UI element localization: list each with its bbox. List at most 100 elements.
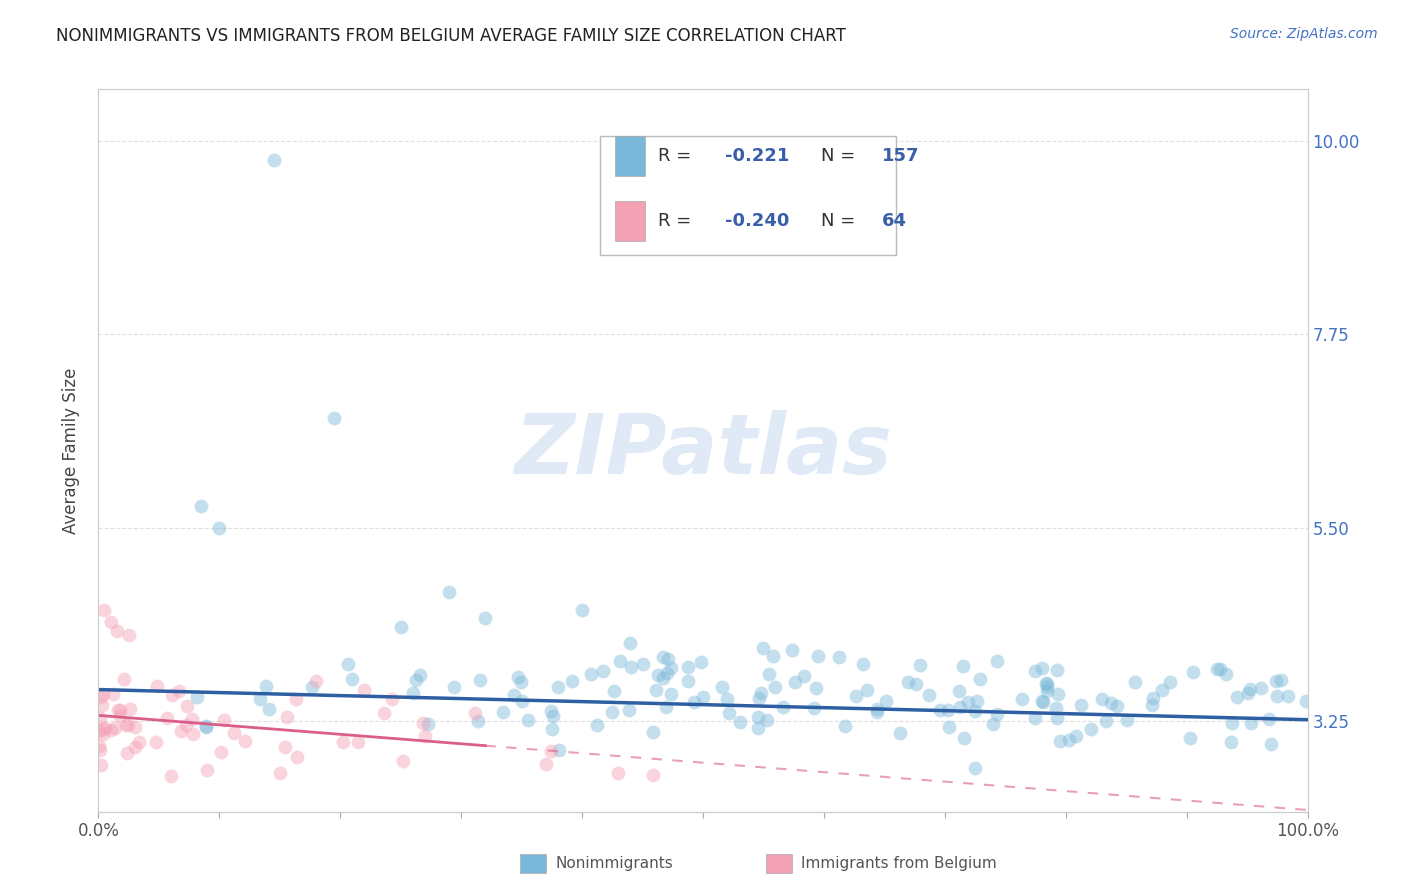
Immigrants from Belgium xyxy=(90,698,112,712)
Nonimmigrants xyxy=(683,695,706,709)
Nonimmigrants xyxy=(1099,696,1122,710)
Immigrants from Belgium xyxy=(128,735,150,749)
Nonimmigrants xyxy=(1142,691,1164,706)
Nonimmigrants xyxy=(643,724,665,739)
Nonimmigrants xyxy=(1047,687,1070,701)
Immigrants from Belgium xyxy=(89,743,111,757)
Nonimmigrants xyxy=(1250,681,1272,696)
Nonimmigrants xyxy=(986,654,1008,668)
Text: Immigrants from Belgium: Immigrants from Belgium xyxy=(801,856,997,871)
Nonimmigrants xyxy=(678,660,700,674)
Nonimmigrants xyxy=(1178,731,1201,746)
Immigrants from Belgium xyxy=(412,716,434,731)
Nonimmigrants xyxy=(194,719,217,733)
Immigrants from Belgium xyxy=(156,711,179,725)
Immigrants from Belgium xyxy=(170,724,193,739)
Nonimmigrants xyxy=(966,694,988,708)
Immigrants from Belgium xyxy=(101,687,124,701)
Text: 157: 157 xyxy=(882,147,920,165)
Nonimmigrants xyxy=(592,664,614,678)
Nonimmigrants xyxy=(711,680,734,694)
Nonimmigrants xyxy=(855,683,877,698)
Immigrants from Belgium xyxy=(276,710,298,724)
Nonimmigrants xyxy=(541,709,564,723)
Nonimmigrants xyxy=(620,659,643,673)
Nonimmigrants xyxy=(929,703,952,717)
Immigrants from Belgium xyxy=(124,739,146,754)
Nonimmigrants xyxy=(659,661,682,675)
Nonimmigrants xyxy=(467,714,489,728)
Nonimmigrants xyxy=(1205,662,1227,676)
Nonimmigrants xyxy=(402,686,425,700)
Y-axis label: Average Family Size: Average Family Size xyxy=(62,368,80,533)
Immigrants from Belgium xyxy=(115,746,138,760)
Immigrants from Belgium xyxy=(107,703,129,717)
Immigrants from Belgium xyxy=(413,729,436,743)
Nonimmigrants xyxy=(692,690,714,705)
Nonimmigrants xyxy=(474,611,496,625)
Nonimmigrants xyxy=(659,688,682,702)
Immigrants from Belgium xyxy=(145,734,167,748)
Nonimmigrants xyxy=(443,681,465,695)
Nonimmigrants xyxy=(337,657,360,672)
Immigrants from Belgium xyxy=(174,718,197,732)
FancyBboxPatch shape xyxy=(614,136,645,176)
Nonimmigrants xyxy=(1036,680,1059,694)
Nonimmigrants xyxy=(510,694,533,708)
Nonimmigrants xyxy=(908,658,931,673)
Nonimmigrants xyxy=(1152,683,1174,698)
Immigrants from Belgium xyxy=(346,735,368,749)
Nonimmigrants xyxy=(342,673,364,687)
Nonimmigrants xyxy=(875,693,897,707)
Nonimmigrants xyxy=(249,691,271,706)
Nonimmigrants xyxy=(936,703,959,717)
Immigrants from Belgium xyxy=(112,672,135,686)
Nonimmigrants xyxy=(571,602,593,616)
Nonimmigrants xyxy=(1049,733,1071,747)
Nonimmigrants xyxy=(772,699,794,714)
Immigrants from Belgium xyxy=(332,735,354,749)
Nonimmigrants xyxy=(655,665,678,680)
Nonimmigrants xyxy=(718,706,741,720)
Immigrants from Belgium xyxy=(195,764,218,778)
Nonimmigrants xyxy=(585,718,607,732)
Immigrants from Belgium xyxy=(103,721,125,735)
Nonimmigrants xyxy=(749,686,772,700)
Text: 64: 64 xyxy=(882,212,907,230)
Immigrants from Belgium xyxy=(93,722,115,736)
Text: N =: N = xyxy=(821,212,862,230)
Immigrants from Belgium xyxy=(464,706,486,721)
Text: Nonimmigrants: Nonimmigrants xyxy=(555,856,673,871)
Text: N =: N = xyxy=(821,147,862,165)
Nonimmigrants xyxy=(793,669,815,683)
Immigrants from Belgium xyxy=(285,750,308,764)
Nonimmigrants xyxy=(194,721,217,735)
Nonimmigrants xyxy=(755,713,778,727)
Nonimmigrants xyxy=(1265,689,1288,703)
Immigrants from Belgium xyxy=(285,692,308,706)
Nonimmigrants xyxy=(190,500,212,514)
Nonimmigrants xyxy=(834,718,856,732)
Nonimmigrants xyxy=(763,680,786,694)
Nonimmigrants xyxy=(492,705,515,719)
Nonimmigrants xyxy=(747,710,769,724)
Immigrants from Belgium xyxy=(89,711,111,725)
Nonimmigrants xyxy=(254,679,277,693)
Nonimmigrants xyxy=(1032,695,1054,709)
Immigrants from Belgium xyxy=(90,690,112,705)
Immigrants from Belgium xyxy=(607,766,630,780)
Nonimmigrants xyxy=(510,674,533,689)
Immigrants from Belgium xyxy=(269,766,291,780)
Nonimmigrants xyxy=(405,673,427,688)
Nonimmigrants xyxy=(845,689,868,703)
Immigrants from Belgium xyxy=(120,702,142,716)
Nonimmigrants xyxy=(600,705,623,719)
Nonimmigrants xyxy=(1123,674,1146,689)
Immigrants from Belgium xyxy=(90,758,112,772)
Nonimmigrants xyxy=(657,652,679,666)
Immigrants from Belgium xyxy=(373,706,395,720)
Nonimmigrants xyxy=(548,743,571,757)
Nonimmigrants xyxy=(1260,737,1282,751)
Nonimmigrants xyxy=(852,657,875,672)
Immigrants from Belgium xyxy=(146,679,169,693)
